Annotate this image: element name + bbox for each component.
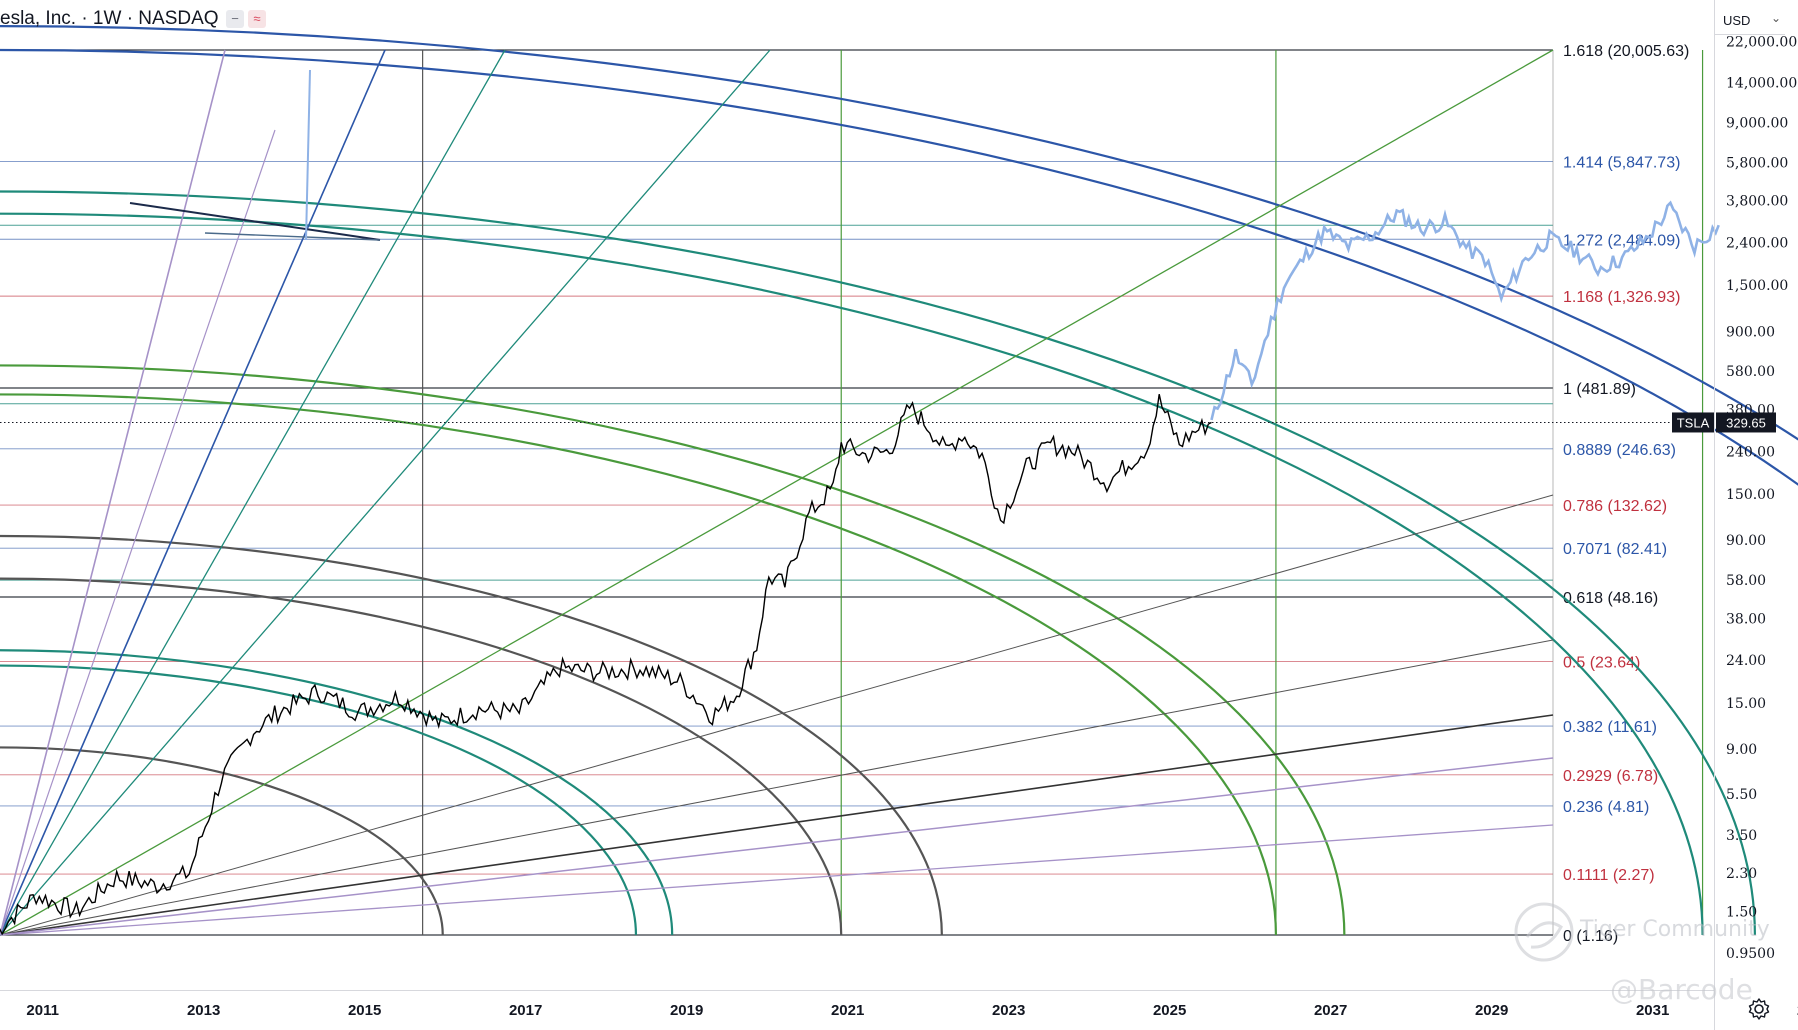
y-tick-label: 3.50 (1726, 828, 1757, 844)
tiger-logo-icon (1514, 902, 1574, 962)
price-badge-text: 329.65 (1726, 415, 1766, 430)
fib-level-label: 0.1111 (2.27) (1563, 867, 1655, 884)
x-tick-label: 2029 (1475, 1002, 1508, 1019)
gann-fan-line (0, 714, 1554, 936)
price-series (0, 394, 1212, 936)
gann-arc (0, 746, 444, 936)
fib-level-label: 0.382 (11.61) (1563, 719, 1657, 736)
fib-level-label: 1.168 (1,326.93) (1563, 289, 1680, 306)
y-tick-label: 5,800.00 (1726, 155, 1788, 171)
fib-level-label: 1.414 (5,847.73) (1563, 155, 1680, 172)
symbol-badge (1672, 412, 1715, 433)
gann-fan-line (0, 494, 1554, 936)
y-tick-label: 1,500.00 (1726, 278, 1788, 294)
fib-level-label: 1 (481.89) (1563, 381, 1636, 398)
y-tick-label: 3,800.00 (1726, 194, 1788, 210)
gann-arc (0, 649, 674, 936)
y-tick-label: 380.00 (1726, 403, 1775, 419)
y-tick-label: 2,400.00 (1726, 235, 1788, 251)
gann-arc (0, 393, 1278, 936)
x-tick-label: 2013 (187, 1002, 220, 1019)
gann-arc (0, 212, 1704, 936)
gann-arc (0, 577, 843, 936)
projection-series (1210, 200, 1720, 421)
symbol-badge-text: TSLA (1677, 415, 1710, 430)
minus-icon[interactable]: − (226, 10, 244, 28)
currency-label: USD (1723, 13, 1751, 28)
watermark-brand: Tiger Community (1580, 917, 1770, 942)
gann-fan-line (0, 639, 1554, 936)
fib-level-label: 0.2929 (6.78) (1563, 768, 1658, 785)
gann-fan-line (0, 824, 1554, 936)
fib-level-label: 1.272 (2,484.09) (1563, 232, 1680, 249)
y-tick-label: 9.00 (1726, 742, 1757, 758)
fib-level-label: 0 (1.16) (1563, 928, 1618, 945)
y-tick-label: 5.50 (1726, 787, 1757, 803)
y-tick-label: 90.00 (1726, 533, 1766, 549)
fib-level-label: 1.618 (20,005.63) (1563, 43, 1689, 60)
x-tick-label: 2021 (831, 1002, 864, 1019)
x-tick-label: 2015 (348, 1002, 381, 1019)
y-tick-label: 38.00 (1726, 611, 1766, 627)
trend-segment (129, 202, 381, 241)
x-tick-label: 2031 (1636, 1002, 1669, 1019)
fib-levels (0, 49, 1554, 936)
gann-arc (0, 664, 638, 936)
x-tick-label: 2033 (1797, 1002, 1798, 1019)
symbol-title[interactable]: esla, Inc. · 1W · NASDAQ (0, 8, 219, 29)
gann-arc (0, 190, 1756, 936)
y-tick-label: 0.9500 (1726, 946, 1775, 962)
chart-header: esla, Inc. · 1W · NASDAQ − ≈ (0, 0, 1700, 40)
y-tick-label: 14,000.00 (1726, 75, 1797, 91)
price-badge (1716, 412, 1776, 433)
y-tick-label: 150.00 (1726, 487, 1775, 503)
watermark: Tiger Community @Barcode (1505, 895, 1770, 1015)
gann-arc (0, 534, 943, 936)
x-tick-label: 2019 (670, 1002, 703, 1019)
y-tick-label: 24.00 (1726, 653, 1766, 669)
gann-arc (0, 48, 1798, 486)
x-tick-label: 2027 (1314, 1002, 1347, 1019)
x-tick-label: 2017 (509, 1002, 542, 1019)
currency-selector[interactable]: USD ⌄ (1715, 10, 1785, 35)
fib-level-label: 0.236 (4.81) (1563, 799, 1649, 816)
y-tick-label: 1.50 (1726, 905, 1757, 921)
gear-icon[interactable] (1746, 996, 1772, 1022)
y-tick-label: 15.00 (1726, 696, 1766, 712)
y-tick-label: 240.00 (1726, 444, 1775, 460)
trend-segment (204, 232, 381, 241)
gann-arc (0, 364, 1346, 936)
gann-fan-line (0, 49, 771, 936)
gann-fan-line (0, 129, 276, 936)
gann-fan-line (0, 49, 386, 936)
projection-fragment (305, 69, 311, 241)
y-tick-label: 580.00 (1726, 364, 1775, 380)
y-tick-label: 2.30 (1726, 866, 1757, 882)
wave-icon[interactable]: ≈ (248, 10, 266, 28)
fib-level-label: 0.618 (48.16) (1563, 590, 1658, 607)
chevron-down-icon: ⌄ (1770, 11, 1781, 25)
fib-level-label: 0.8889 (246.63) (1563, 442, 1676, 459)
gann-arc (0, 25, 1798, 441)
x-tick-label: 2011 (26, 1002, 59, 1019)
gann-fan-line (0, 49, 506, 936)
x-tick-label: 2023 (992, 1002, 1025, 1019)
y-tick-label: 9,000.00 (1726, 115, 1788, 131)
fib-level-label: 0.786 (132.62) (1563, 498, 1667, 515)
gann-fan-line (0, 49, 1554, 936)
y-tick-label: 900.00 (1726, 324, 1775, 340)
watermark-handle: @Barcode (1610, 973, 1753, 1006)
y-tick-label: 58.00 (1726, 573, 1766, 589)
gann-fan-line (0, 757, 1554, 936)
time-axis-divider (0, 990, 1714, 991)
y-tick-label: 22,000.00 (1726, 34, 1797, 50)
price-axis-divider (1714, 0, 1715, 1030)
gann-fan-line (0, 49, 226, 936)
fib-level-label: 0.7071 (82.41) (1563, 541, 1667, 558)
x-tick-label: 2025 (1153, 1002, 1186, 1019)
